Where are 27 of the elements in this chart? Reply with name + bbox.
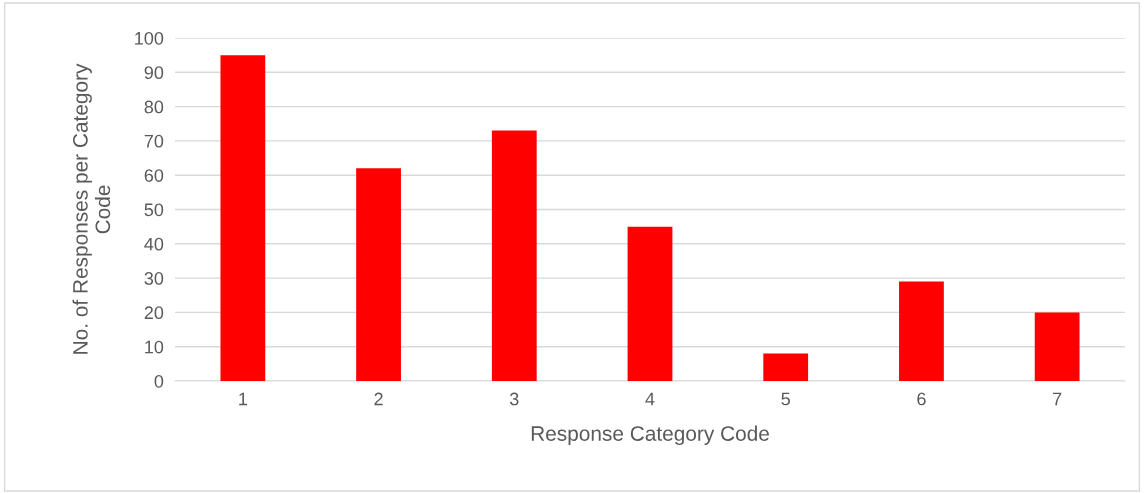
x-tick-label: 7 — [1053, 392, 1062, 406]
x-tick-label: 4 — [645, 392, 655, 406]
x-tick-label: 1 — [239, 392, 247, 406]
bar — [220, 55, 266, 381]
y-tick-label: 50 — [144, 203, 164, 217]
y-tick-label: 100 — [135, 31, 164, 45]
y-tick-label: 80 — [144, 100, 164, 114]
bar — [356, 168, 401, 381]
bar — [763, 353, 809, 381]
y-tick-label: 10 — [145, 340, 164, 354]
y-tick-label: 70 — [144, 134, 164, 148]
x-tick-label: 6 — [917, 392, 926, 406]
x-tick-label: 2 — [374, 392, 383, 406]
y-tick-label: 0 — [154, 374, 164, 388]
x-axis-title: Response Category Code — [531, 425, 769, 446]
bar — [627, 226, 673, 381]
y-tick-label: 20 — [144, 306, 164, 320]
x-tick-label: 5 — [781, 392, 790, 406]
y-tick-label: 30 — [144, 272, 164, 285]
bar — [1034, 312, 1080, 381]
y-tick-label: 90 — [144, 66, 164, 80]
x-tick-label: 3 — [509, 392, 519, 406]
y-tick-label: 40 — [144, 237, 164, 251]
bar — [899, 281, 944, 381]
y-axis-title: No. of Responses per Category Code — [72, 63, 111, 354]
y-tick-label: 60 — [144, 169, 164, 182]
bar — [491, 130, 537, 381]
